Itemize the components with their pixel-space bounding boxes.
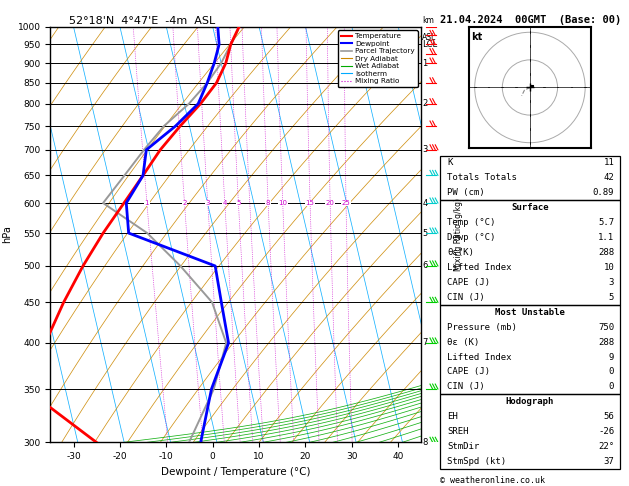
Text: 42: 42 <box>603 174 614 182</box>
Text: CIN (J): CIN (J) <box>447 382 485 391</box>
Text: 3: 3 <box>609 278 614 287</box>
X-axis label: Dewpoint / Temperature (°C): Dewpoint / Temperature (°C) <box>161 467 311 477</box>
Text: 1: 1 <box>422 59 428 68</box>
Bar <box>440 200 620 305</box>
Text: 288: 288 <box>598 338 614 347</box>
Text: ASL: ASL <box>422 33 437 42</box>
Text: 1: 1 <box>145 200 149 206</box>
Text: 6: 6 <box>422 261 428 270</box>
Bar <box>440 394 620 469</box>
Text: 10: 10 <box>603 263 614 272</box>
Text: Lifted Index: Lifted Index <box>447 352 512 362</box>
Text: km: km <box>422 16 434 25</box>
Text: Temp (°C): Temp (°C) <box>447 218 496 227</box>
Text: 288: 288 <box>598 248 614 257</box>
Text: K: K <box>447 158 453 168</box>
Text: © weatheronline.co.uk: © weatheronline.co.uk <box>440 476 545 485</box>
Y-axis label: hPa: hPa <box>2 226 12 243</box>
Text: 9: 9 <box>609 352 614 362</box>
Text: θε (K): θε (K) <box>447 338 480 347</box>
Text: 3: 3 <box>206 200 210 206</box>
Text: 5: 5 <box>422 228 428 238</box>
Text: CIN (J): CIN (J) <box>447 293 485 302</box>
Text: 0: 0 <box>609 382 614 391</box>
Text: EH: EH <box>447 412 458 421</box>
Text: 0: 0 <box>609 367 614 377</box>
Legend: Temperature, Dewpoint, Parcel Trajectory, Dry Adiabat, Wet Adiabat, Isotherm, Mi: Temperature, Dewpoint, Parcel Trajectory… <box>338 30 418 87</box>
Text: Hodograph: Hodograph <box>506 398 554 406</box>
Text: Most Unstable: Most Unstable <box>495 308 565 317</box>
Text: kt: kt <box>472 32 483 42</box>
Text: 8: 8 <box>422 438 428 447</box>
Text: LCL: LCL <box>422 40 437 49</box>
Text: 2: 2 <box>182 200 187 206</box>
Text: -26: -26 <box>598 427 614 436</box>
Text: Lifted Index: Lifted Index <box>447 263 512 272</box>
Text: 5.7: 5.7 <box>598 218 614 227</box>
Text: PW (cm): PW (cm) <box>447 189 485 197</box>
Text: 0.89: 0.89 <box>593 189 614 197</box>
Text: 15: 15 <box>306 200 314 206</box>
Text: 4: 4 <box>422 199 428 208</box>
Text: θε(K): θε(K) <box>447 248 474 257</box>
Text: 37: 37 <box>603 457 614 466</box>
Text: 11: 11 <box>603 158 614 168</box>
Text: 4: 4 <box>223 200 227 206</box>
Text: Dewp (°C): Dewp (°C) <box>447 233 496 242</box>
Bar <box>440 156 620 200</box>
Text: 3: 3 <box>422 145 428 155</box>
Text: 5: 5 <box>237 200 241 206</box>
Text: 20: 20 <box>326 200 335 206</box>
Text: 56: 56 <box>603 412 614 421</box>
Bar <box>440 305 620 394</box>
Text: 52°18'N  4°47'E  -4m  ASL: 52°18'N 4°47'E -4m ASL <box>69 16 215 26</box>
Text: Totals Totals: Totals Totals <box>447 174 517 182</box>
Text: SREH: SREH <box>447 427 469 436</box>
Text: 5: 5 <box>609 293 614 302</box>
Text: 7: 7 <box>422 338 428 347</box>
Text: CAPE (J): CAPE (J) <box>447 367 491 377</box>
Text: Surface: Surface <box>511 203 548 212</box>
Text: 2: 2 <box>422 99 428 108</box>
Text: 10: 10 <box>278 200 287 206</box>
Text: Pressure (mb): Pressure (mb) <box>447 323 517 331</box>
Text: 25: 25 <box>342 200 350 206</box>
Text: 750: 750 <box>598 323 614 331</box>
Text: 8: 8 <box>266 200 270 206</box>
Text: 22°: 22° <box>598 442 614 451</box>
Text: StmSpd (kt): StmSpd (kt) <box>447 457 506 466</box>
Text: 1.1: 1.1 <box>598 233 614 242</box>
Text: 21.04.2024  00GMT  (Base: 00): 21.04.2024 00GMT (Base: 00) <box>440 15 621 25</box>
Text: CAPE (J): CAPE (J) <box>447 278 491 287</box>
Text: Mixing Ratio (g/kg): Mixing Ratio (g/kg) <box>454 198 463 271</box>
Text: StmDir: StmDir <box>447 442 480 451</box>
